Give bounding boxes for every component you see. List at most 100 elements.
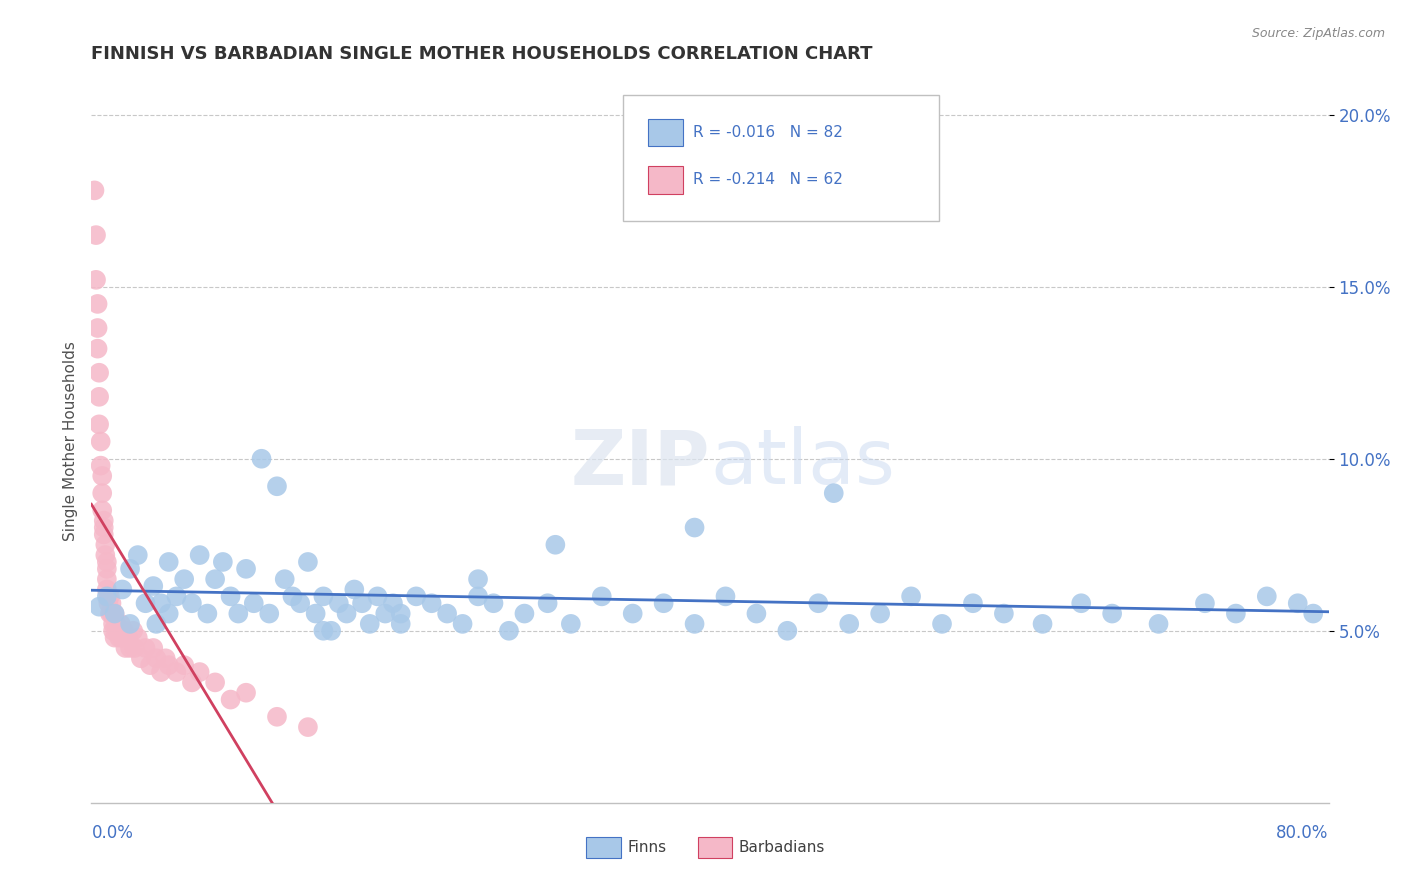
Point <box>838 616 860 631</box>
Point <box>714 590 737 604</box>
Point <box>250 451 273 466</box>
Point <box>96 582 118 597</box>
Point <box>1286 596 1309 610</box>
Point <box>112 624 135 638</box>
Point <box>993 607 1015 621</box>
Point <box>108 631 131 645</box>
Point <box>101 624 124 638</box>
Point <box>242 596 264 610</box>
Point <box>335 607 357 621</box>
Point <box>359 616 381 631</box>
Point <box>319 624 342 638</box>
Point <box>869 607 891 621</box>
Point <box>91 469 114 483</box>
Point <box>142 579 165 593</box>
FancyBboxPatch shape <box>648 166 683 194</box>
Text: ZIP: ZIP <box>571 426 710 500</box>
Point <box>195 607 219 621</box>
Point <box>420 596 443 610</box>
Point <box>204 572 226 586</box>
Point <box>87 366 111 380</box>
Text: R = -0.214   N = 62: R = -0.214 N = 62 <box>693 172 842 187</box>
Point <box>120 640 141 655</box>
Text: 80.0%: 80.0% <box>1277 824 1329 842</box>
Point <box>90 434 112 449</box>
Point <box>683 520 706 534</box>
Point <box>683 616 706 631</box>
Point <box>381 596 405 610</box>
Point <box>266 479 288 493</box>
Point <box>117 631 139 645</box>
Point <box>266 710 288 724</box>
Point <box>219 692 242 706</box>
Point <box>273 572 295 586</box>
Point <box>304 607 326 621</box>
Point <box>544 538 567 552</box>
Point <box>104 607 127 621</box>
Point <box>145 616 167 631</box>
Point <box>127 548 149 562</box>
Point <box>124 640 146 655</box>
Point <box>1225 607 1247 621</box>
Point <box>120 616 141 631</box>
Point <box>235 686 257 700</box>
Point <box>98 607 121 621</box>
Point <box>120 562 141 576</box>
Point <box>498 624 520 638</box>
Point <box>98 590 121 604</box>
Point <box>86 321 108 335</box>
Point <box>436 607 458 621</box>
Point <box>107 624 129 638</box>
Point <box>312 624 335 638</box>
Point <box>188 548 211 562</box>
Text: FINNISH VS BARBADIAN SINGLE MOTHER HOUSEHOLDS CORRELATION CHART: FINNISH VS BARBADIAN SINGLE MOTHER HOUSE… <box>91 45 873 63</box>
Point <box>96 590 118 604</box>
Point <box>204 675 226 690</box>
Point <box>135 640 156 655</box>
FancyBboxPatch shape <box>586 837 621 858</box>
Point <box>1070 596 1092 610</box>
Point <box>1256 590 1278 604</box>
Point <box>135 596 156 610</box>
Point <box>105 616 128 631</box>
Point <box>467 590 489 604</box>
Point <box>86 297 108 311</box>
Point <box>467 572 489 586</box>
Point <box>96 562 118 576</box>
Text: R = -0.016   N = 82: R = -0.016 N = 82 <box>693 125 842 140</box>
Point <box>1031 616 1053 631</box>
Point <box>931 616 953 631</box>
Point <box>451 616 474 631</box>
Point <box>139 658 162 673</box>
Text: atlas: atlas <box>710 426 894 500</box>
Point <box>111 631 134 645</box>
Point <box>211 555 233 569</box>
Point <box>122 624 145 638</box>
Point <box>149 596 172 610</box>
Point <box>86 342 108 356</box>
Point <box>97 590 120 604</box>
Point <box>104 607 127 621</box>
Point <box>173 658 195 673</box>
Point <box>188 665 211 679</box>
Point <box>129 651 152 665</box>
Point <box>235 562 257 576</box>
Text: 0.0%: 0.0% <box>91 824 134 842</box>
Point <box>1302 607 1324 621</box>
Point <box>93 514 115 528</box>
Point <box>389 607 412 621</box>
Point <box>110 616 132 631</box>
Point <box>1194 596 1216 610</box>
Point <box>513 607 536 621</box>
Point <box>180 675 202 690</box>
Point <box>97 596 120 610</box>
Point <box>226 607 250 621</box>
Point <box>405 590 427 604</box>
Point <box>591 590 613 604</box>
Point <box>328 596 350 610</box>
Point <box>962 596 984 610</box>
Point <box>91 486 114 500</box>
Point <box>1147 616 1170 631</box>
Point <box>173 572 195 586</box>
Point <box>93 520 115 534</box>
